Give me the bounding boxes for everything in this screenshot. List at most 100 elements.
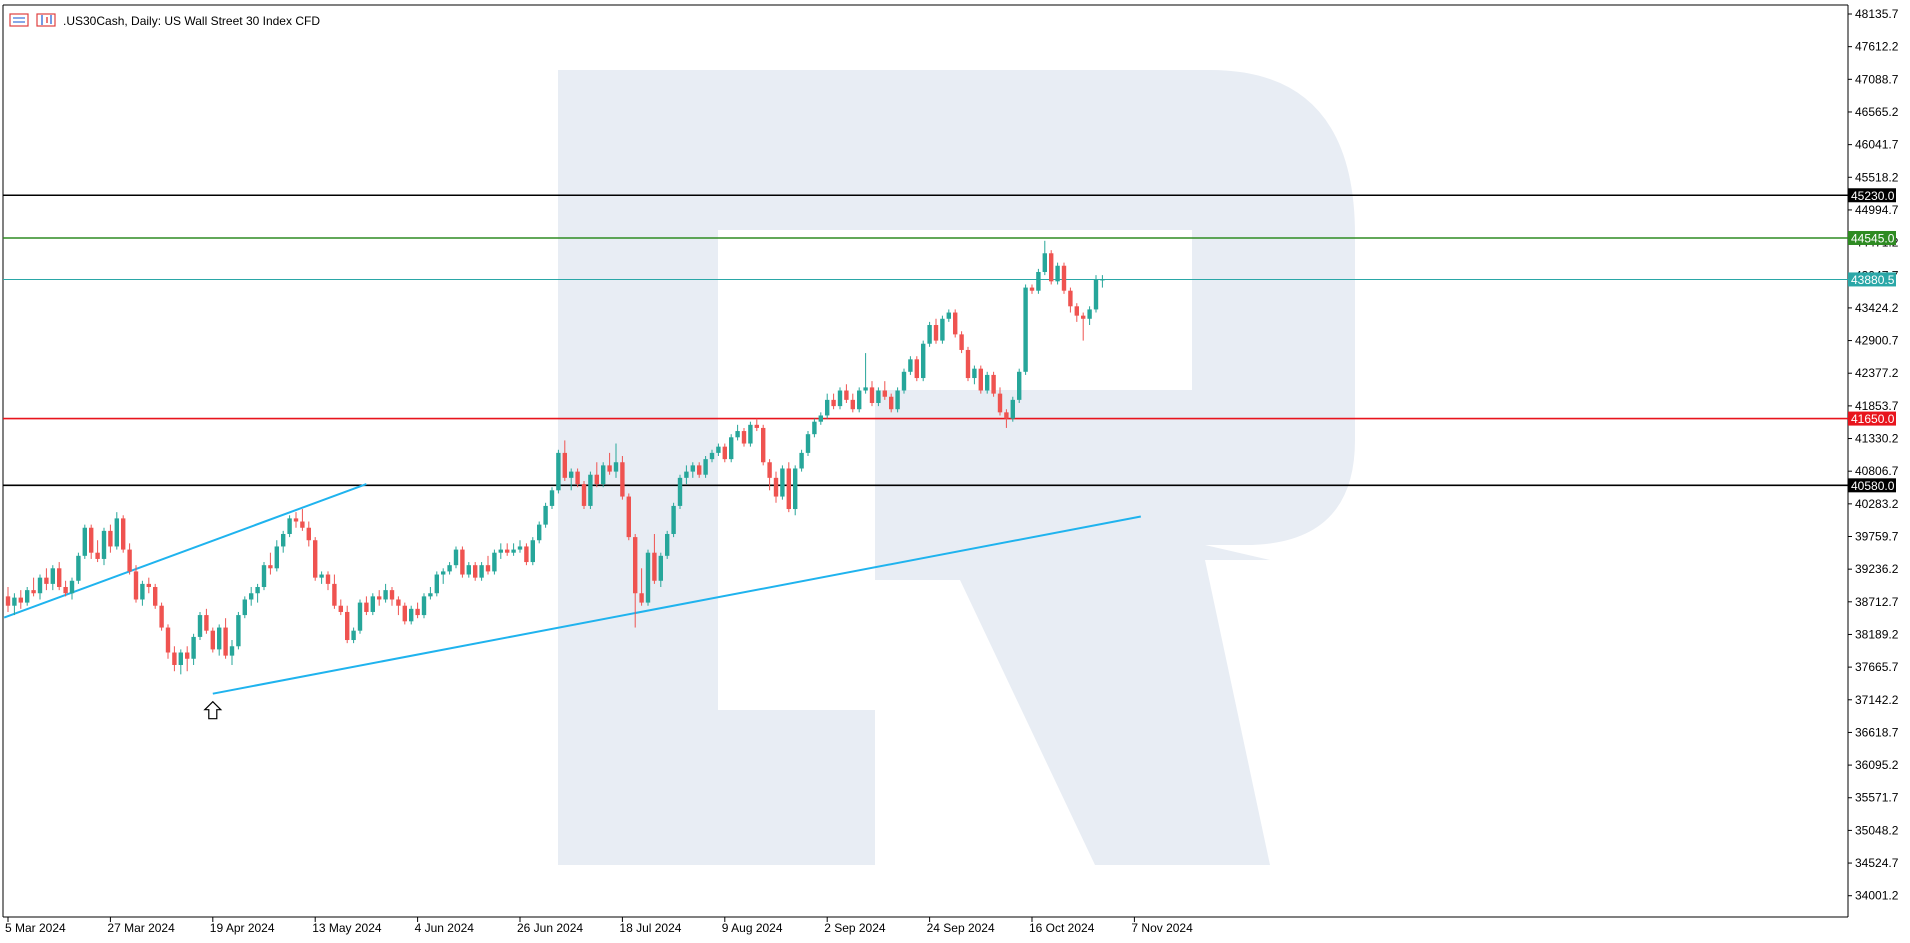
candle — [159, 602, 164, 631]
price-tick-label: 42377.2 — [1855, 366, 1899, 380]
candle — [773, 471, 779, 503]
candle — [921, 340, 926, 382]
candle-body — [825, 399, 830, 416]
candle-body — [1023, 287, 1028, 372]
candle — [255, 583, 260, 603]
candle-body — [895, 390, 900, 410]
level-label-box-4 — [1848, 478, 1896, 493]
candle — [82, 524, 87, 559]
candle-body — [114, 518, 119, 547]
candle-body — [1017, 371, 1022, 400]
candle — [466, 562, 471, 578]
time-tick-label: 2 Sep 2024 — [824, 921, 886, 935]
candle-body — [946, 312, 951, 319]
candle-body — [313, 540, 318, 578]
candle — [524, 543, 529, 566]
candle-body — [626, 496, 631, 538]
candle-body — [639, 593, 644, 603]
candle-body — [1068, 290, 1073, 307]
candle-body — [645, 552, 651, 603]
candle-body — [652, 552, 657, 581]
candle — [12, 593, 17, 616]
candle-body — [76, 555, 81, 581]
candle — [517, 540, 523, 553]
candle — [441, 568, 446, 584]
candle-body — [370, 596, 375, 612]
price-tick-label: 48135.7 — [1855, 7, 1899, 21]
candle-body — [345, 611, 350, 641]
candle — [741, 427, 747, 447]
candle — [153, 583, 158, 609]
candle-body — [972, 368, 977, 379]
candle — [825, 393, 830, 419]
candle — [767, 459, 772, 491]
candle-body — [37, 577, 43, 594]
candle-body — [159, 605, 164, 628]
candle-body — [498, 549, 503, 553]
candle — [357, 599, 363, 634]
candle-body — [697, 465, 702, 475]
candle — [581, 480, 587, 510]
candle — [345, 605, 350, 644]
candle-body — [569, 471, 574, 478]
candle — [697, 462, 702, 478]
candle-body — [633, 537, 638, 594]
candle — [178, 649, 183, 675]
price-tick-label: 37142.2 — [1855, 693, 1899, 707]
watermark-shape — [558, 70, 1355, 865]
candle — [594, 462, 599, 488]
candle-body — [543, 505, 548, 525]
candle — [114, 512, 119, 550]
candle — [383, 583, 388, 603]
candle — [281, 530, 286, 553]
candle — [805, 431, 811, 457]
candle-body — [908, 359, 913, 372]
candle-body — [428, 593, 433, 597]
candle-body — [997, 393, 1003, 413]
candle — [101, 527, 107, 566]
candle-body — [229, 646, 235, 656]
candle-body — [377, 596, 382, 600]
candle-body — [396, 599, 401, 606]
candle — [895, 387, 900, 413]
chart-type-icon[interactable] — [36, 13, 56, 27]
candle — [882, 381, 887, 400]
candle-body — [1010, 399, 1015, 419]
candle-body — [837, 390, 843, 407]
price-axis[interactable]: 48135.7 47612.2 47088.7 46565.2 46041.7 45518… — [1848, 7, 1899, 903]
candle — [1017, 368, 1022, 403]
candle-body — [581, 484, 587, 506]
candle — [652, 533, 657, 584]
candle-body — [549, 490, 555, 506]
candle — [1068, 287, 1073, 313]
candle — [396, 596, 401, 616]
candle-body — [799, 452, 804, 469]
candle-body — [473, 565, 478, 578]
chart-menu-icon[interactable] — [9, 13, 29, 27]
candle-body — [383, 590, 388, 600]
candle-body — [434, 574, 439, 594]
candle — [511, 543, 516, 556]
candle-body — [876, 390, 881, 403]
candle — [690, 462, 695, 478]
time-tick-label: 27 Mar 2024 — [107, 921, 175, 935]
candle-body — [690, 465, 695, 472]
candle-body — [1004, 412, 1009, 419]
candle-body — [805, 434, 811, 453]
candle — [191, 633, 196, 665]
candle — [1029, 284, 1035, 294]
time-axis[interactable]: 5 Mar 2024 27 Mar 2024 19 Apr 2024 13 May 2… — [5, 917, 1193, 935]
candle-body — [197, 615, 203, 637]
candle-body — [959, 334, 964, 350]
level-label-box-0 — [1848, 188, 1896, 203]
trendline-1 — [212, 515, 1141, 695]
candle-body — [613, 462, 619, 472]
candle — [479, 562, 484, 581]
candle-body — [953, 312, 958, 335]
candle-body — [812, 421, 817, 435]
candle-body — [1100, 279, 1105, 281]
candle — [607, 452, 612, 475]
candle-body — [63, 587, 68, 594]
